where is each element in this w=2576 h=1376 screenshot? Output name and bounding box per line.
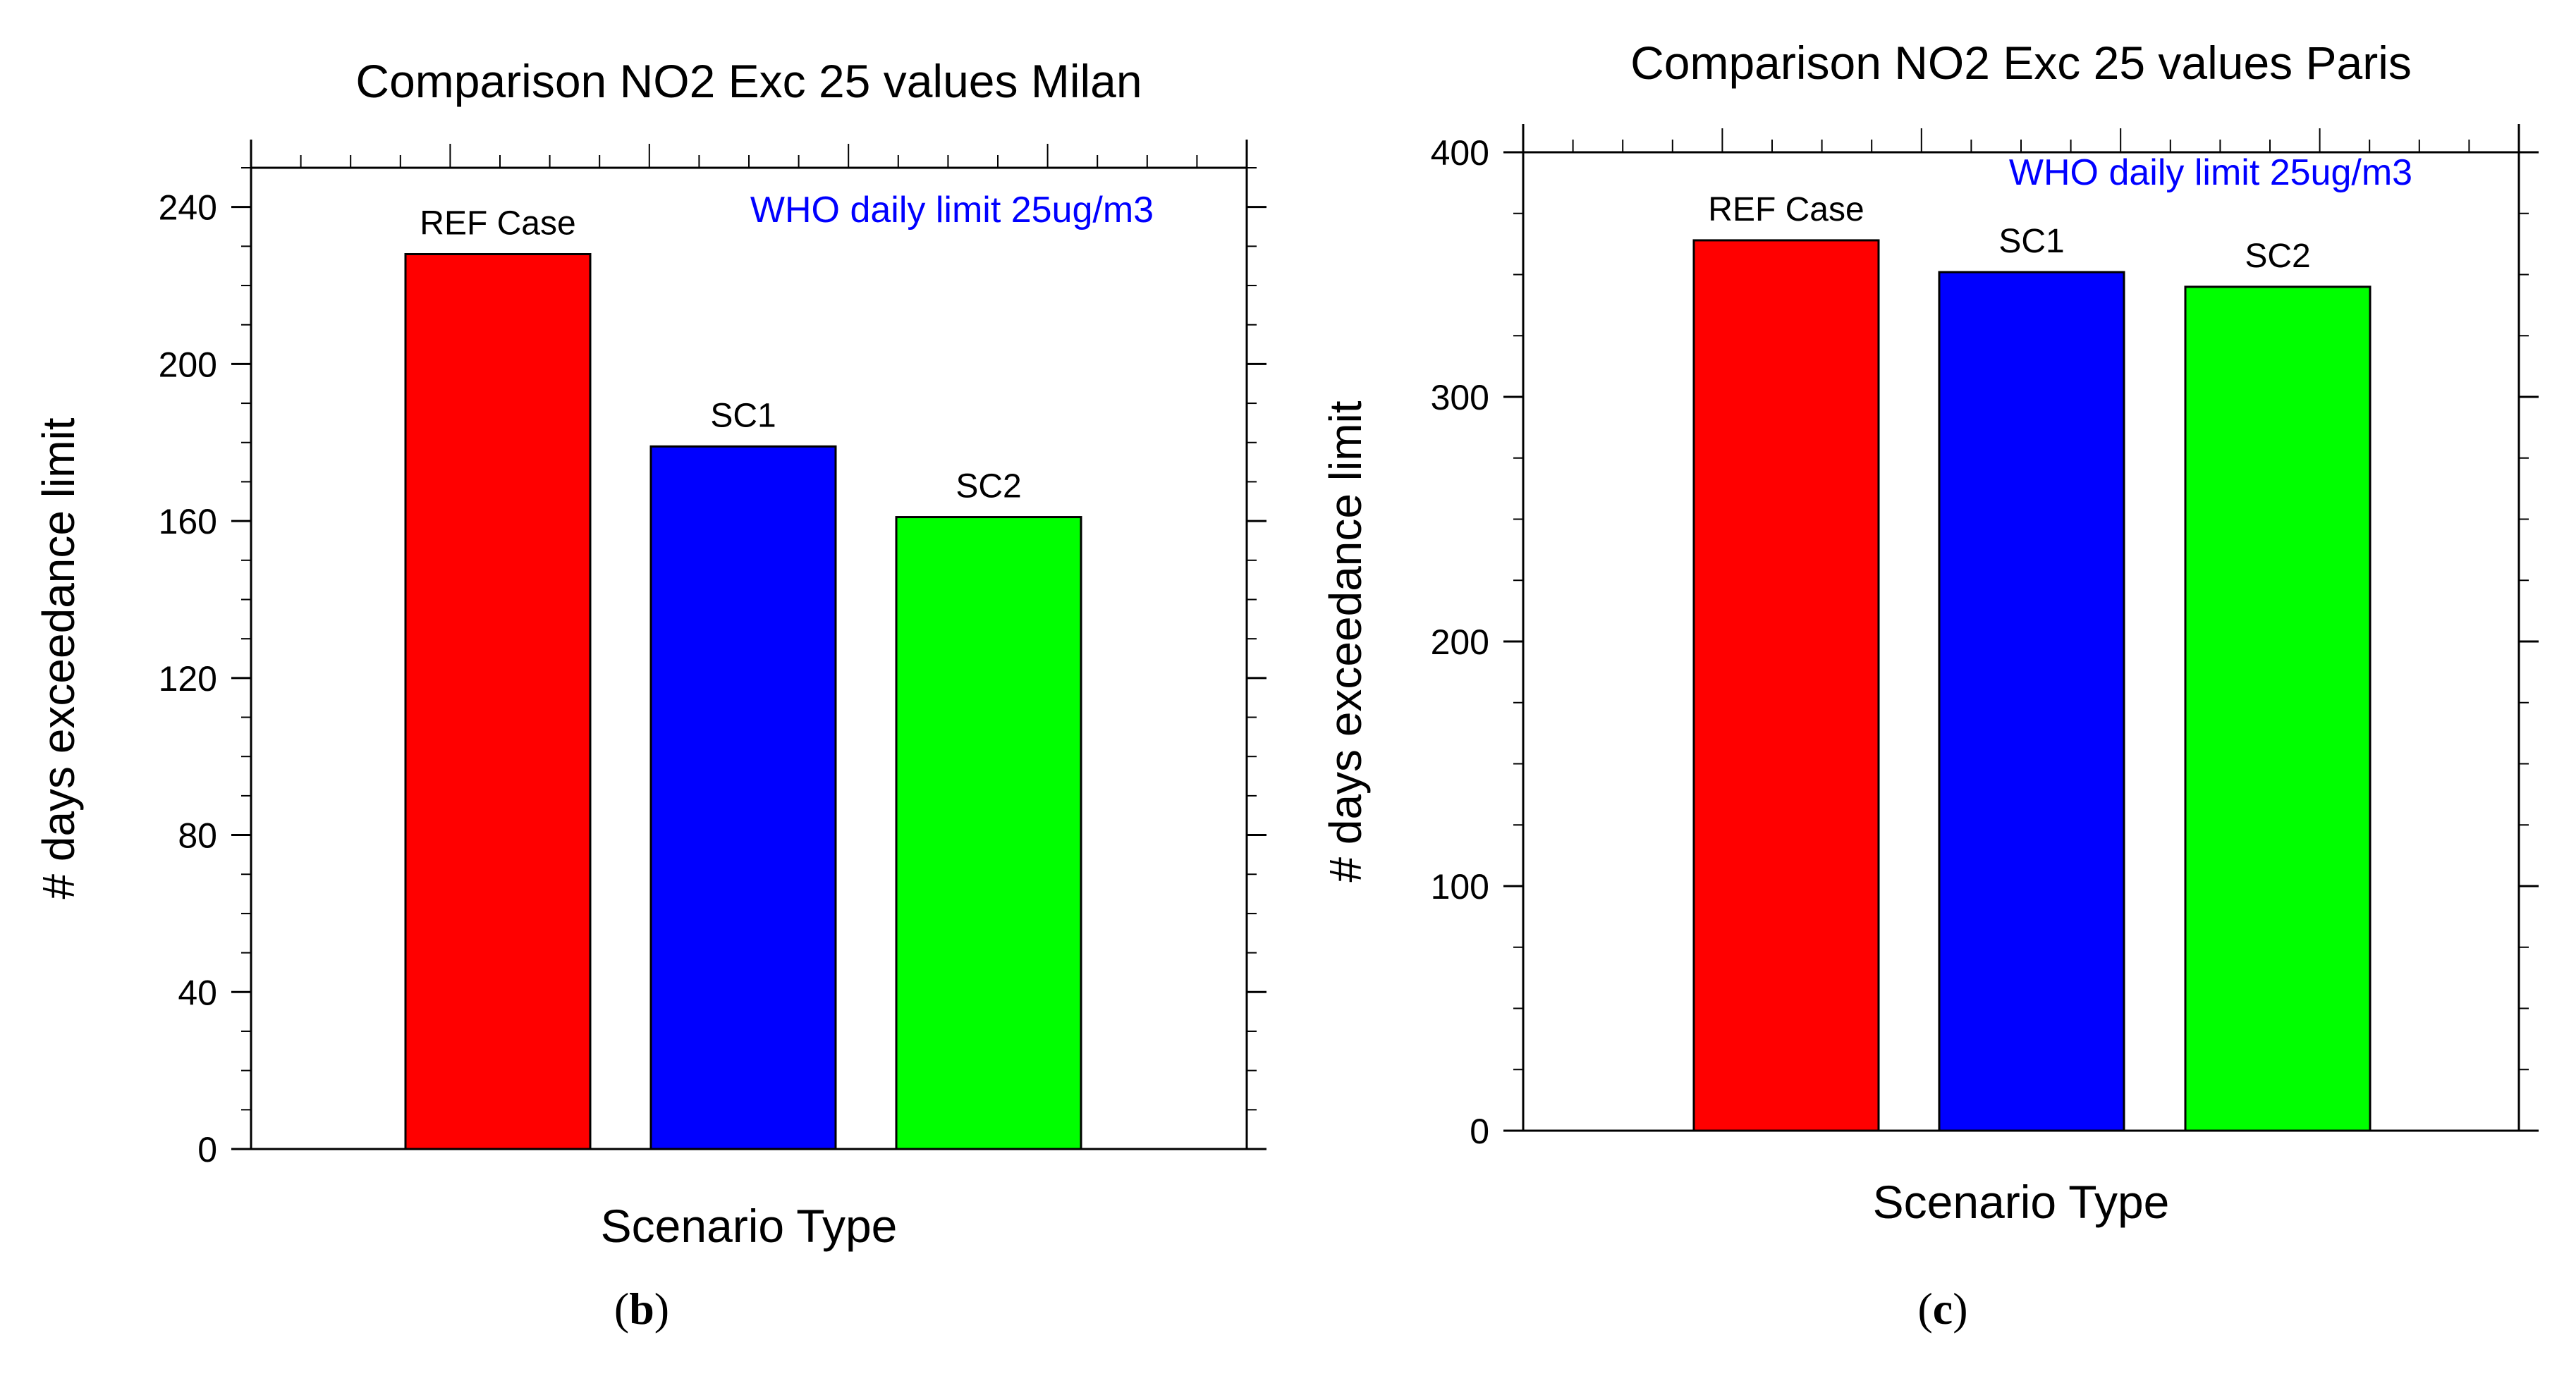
chart-c-annotation: WHO daily limit 25ug/m3 [2009,152,2412,193]
chart-b-ylabel: # days exceedance limit [33,417,84,899]
chart-c-ytick-label: 300 [1431,378,1489,417]
chart-b-bar-label: SC1 [710,397,776,434]
chart-b-ytick-label: 0 [197,1130,217,1169]
panel-label-b-close: ) [654,1284,670,1334]
panel-label-c-letter: c [1932,1284,1953,1334]
chart-b-bar-sc2 [895,516,1082,1150]
chart-b-annotation: WHO daily limit 25ug/m3 [750,190,1154,231]
chart-b-ytick-label: 200 [159,345,217,384]
chart-c-title: Comparison NO2 Exc 25 values Paris [1630,37,2412,89]
panel-label-c-open: ( [1917,1284,1933,1334]
chart-c-bar-sc1 [1938,271,2125,1132]
chart-b-xlabel: Scenario Type [601,1200,898,1252]
chart-c-ylabel: # days exceedance limit [1320,400,1371,882]
chart-b-title: Comparison NO2 Exc 25 values Milan [355,55,1142,107]
chart-c-ytick-label: 100 [1431,867,1489,907]
chart-c-xlabel: Scenario Type [1873,1176,2170,1228]
panel-label-b: (b) [571,1283,712,1335]
chart-c-bar-label: SC2 [2245,238,2310,275]
chart-b-ytick-label: 160 [159,502,217,541]
panel-label-c-close: ) [1953,1284,1968,1334]
chart-c-bar-label: REF Case [1708,191,1864,228]
chart-b-ytick-label: 120 [159,659,217,699]
chart-c-ytick-label: 200 [1431,622,1489,662]
chart-c-bar-label: SC1 [1998,223,2064,260]
chart-c-bar-sc2 [2184,285,2371,1132]
chart-b-ytick-label: 240 [159,188,217,228]
chart-b-bar-label: SC2 [956,468,1021,505]
panel-label-c: (c) [1872,1283,2013,1335]
chart-b-bar-sc1 [649,445,837,1150]
chart-b-bar-label: REF Case [420,204,575,242]
chart-c-ytick-label: 0 [1470,1112,1489,1151]
panel-label-b-letter: b [629,1284,654,1334]
chart-b-bar-ref-case [404,252,592,1150]
chart-b-ytick-label: 40 [178,973,217,1012]
chart-c-ytick-label: 400 [1431,133,1489,173]
chart-b-ytick-label: 80 [178,816,217,856]
chart-c-bar-ref-case [1692,239,1880,1132]
panel-label-b-open: ( [614,1284,630,1334]
